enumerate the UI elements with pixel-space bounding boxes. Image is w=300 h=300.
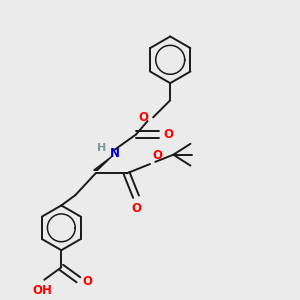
Text: O: O bbox=[163, 128, 173, 141]
Text: H: H bbox=[97, 143, 106, 153]
Text: O: O bbox=[152, 148, 163, 162]
Text: OH: OH bbox=[33, 284, 52, 296]
Text: O: O bbox=[82, 275, 92, 288]
Text: N: N bbox=[110, 147, 120, 160]
Polygon shape bbox=[94, 156, 112, 170]
Text: O: O bbox=[138, 111, 148, 124]
Text: O: O bbox=[132, 202, 142, 215]
